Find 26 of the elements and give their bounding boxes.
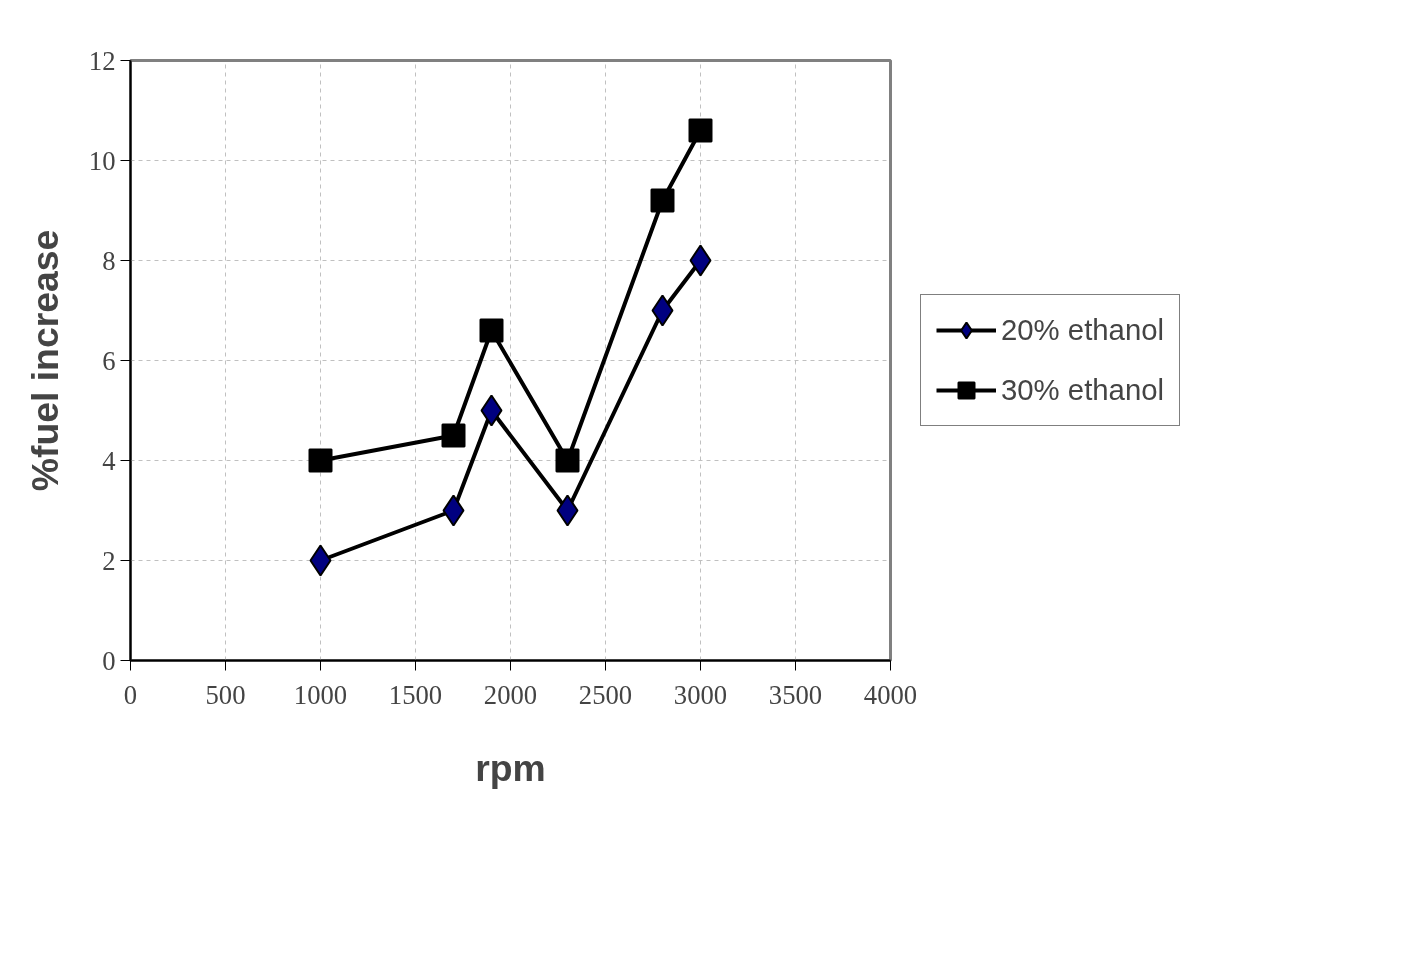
point bbox=[555, 448, 580, 473]
y-tick-label: 6 bbox=[102, 345, 116, 376]
x-tick-label: 1500 bbox=[388, 679, 443, 710]
y-tick-label: 8 bbox=[102, 245, 116, 276]
point bbox=[650, 188, 675, 213]
point bbox=[308, 448, 333, 473]
point bbox=[441, 423, 466, 448]
x-tick-label: 1000 bbox=[293, 679, 348, 710]
x-axis-title: rpm bbox=[475, 746, 546, 789]
y-tick-label: 2 bbox=[102, 545, 116, 576]
x-tick-label: 2500 bbox=[578, 679, 633, 710]
legend-label: 20% ethanol bbox=[1001, 313, 1165, 347]
y-tick-label: 10 bbox=[88, 145, 116, 176]
legend-label: 30% ethanol bbox=[1001, 373, 1165, 407]
y-axis-title: %fuel increase bbox=[23, 229, 66, 492]
x-tick-label: 3500 bbox=[768, 679, 823, 710]
x-tick-label: 0 bbox=[123, 679, 138, 710]
x-tick-label: 2000 bbox=[483, 679, 538, 710]
x-tick-label: 3000 bbox=[673, 679, 728, 710]
point bbox=[479, 318, 504, 343]
point bbox=[688, 118, 713, 143]
x-tick-label: 4000 bbox=[863, 679, 918, 710]
y-tick-label: 0 bbox=[102, 645, 116, 676]
y-tick-label: 4 bbox=[102, 445, 116, 476]
y-tick-label: 12 bbox=[88, 45, 116, 76]
x-tick-label: 500 bbox=[205, 679, 246, 710]
